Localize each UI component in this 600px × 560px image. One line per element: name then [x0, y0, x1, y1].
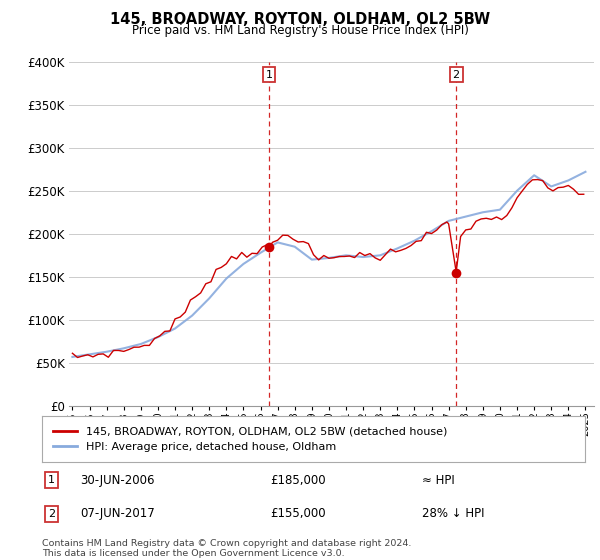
Text: ≈ HPI: ≈ HPI: [422, 474, 455, 487]
Text: 2: 2: [48, 509, 55, 519]
Text: 1: 1: [48, 475, 55, 485]
Text: 1: 1: [266, 69, 272, 80]
Text: 28% ↓ HPI: 28% ↓ HPI: [422, 507, 485, 520]
Text: 30-JUN-2006: 30-JUN-2006: [80, 474, 155, 487]
Text: £155,000: £155,000: [270, 507, 326, 520]
Legend: 145, BROADWAY, ROYTON, OLDHAM, OL2 5BW (detached house), HPI: Average price, det: 145, BROADWAY, ROYTON, OLDHAM, OL2 5BW (…: [53, 427, 448, 451]
Text: 2: 2: [452, 69, 460, 80]
Text: Contains HM Land Registry data © Crown copyright and database right 2024.
This d: Contains HM Land Registry data © Crown c…: [42, 539, 412, 558]
Text: £185,000: £185,000: [270, 474, 326, 487]
Text: Price paid vs. HM Land Registry's House Price Index (HPI): Price paid vs. HM Land Registry's House …: [131, 24, 469, 37]
Text: 145, BROADWAY, ROYTON, OLDHAM, OL2 5BW: 145, BROADWAY, ROYTON, OLDHAM, OL2 5BW: [110, 12, 490, 27]
Text: 07-JUN-2017: 07-JUN-2017: [80, 507, 155, 520]
